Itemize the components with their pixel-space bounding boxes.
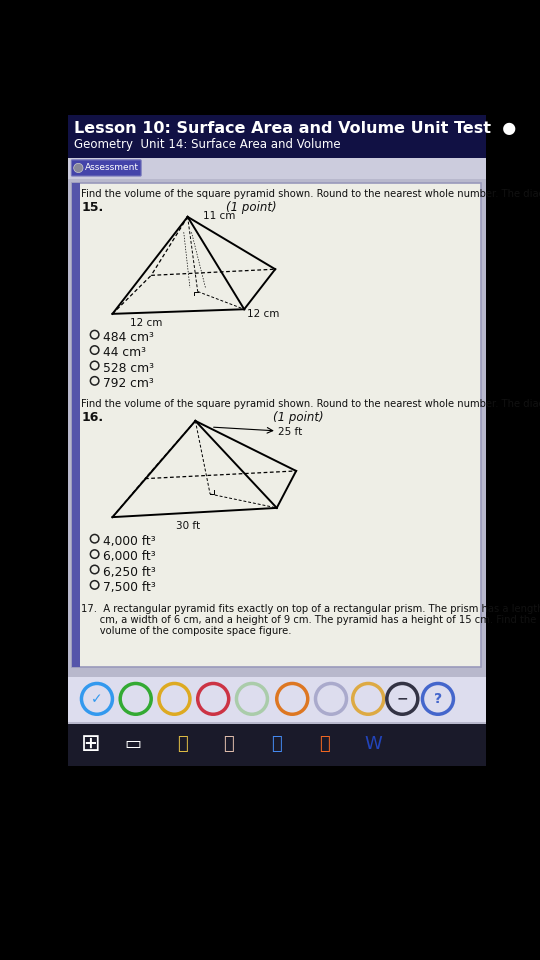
FancyBboxPatch shape (68, 766, 486, 854)
Text: 🌐: 🌐 (272, 735, 282, 754)
Text: 6,250 ft³: 6,250 ft³ (103, 565, 156, 579)
Text: ⊞: ⊞ (81, 732, 100, 756)
Text: 528 cm³: 528 cm³ (103, 362, 154, 374)
Text: Find the volume of the square pyramid shown. Round to the nearest whole number. : Find the volume of the square pyramid sh… (82, 189, 540, 199)
Text: 11 cm: 11 cm (203, 211, 235, 222)
Text: (1 point): (1 point) (226, 202, 277, 214)
Text: ▭: ▭ (125, 735, 142, 754)
Text: W: W (364, 735, 382, 754)
Text: 792 cm³: 792 cm³ (103, 377, 154, 390)
Text: 17.  A rectangular pyramid fits exactly on top of a rectangular prism. The prism: 17. A rectangular pyramid fits exactly o… (82, 604, 540, 614)
Text: 4,000 ft³: 4,000 ft³ (103, 535, 156, 548)
Text: 7,500 ft³: 7,500 ft³ (103, 581, 156, 594)
Text: 484 cm³: 484 cm³ (103, 331, 154, 344)
Text: Assessment: Assessment (85, 163, 139, 173)
Text: Find the volume of the square pyramid shown. Round to the nearest whole number. : Find the volume of the square pyramid sh… (82, 398, 540, 409)
Text: 12 cm: 12 cm (130, 318, 162, 327)
FancyBboxPatch shape (68, 115, 486, 157)
Text: 🦊: 🦊 (320, 735, 330, 754)
FancyBboxPatch shape (68, 157, 486, 180)
Text: 15.: 15. (82, 202, 104, 214)
Text: −: − (396, 692, 408, 706)
Text: volume of the composite space figure.: volume of the composite space figure. (82, 626, 292, 636)
Text: ?: ? (434, 692, 442, 706)
FancyBboxPatch shape (68, 115, 486, 724)
Text: 12 cm: 12 cm (247, 309, 280, 320)
Text: 6,000 ft³: 6,000 ft³ (103, 550, 156, 564)
Text: 🐚: 🐚 (224, 735, 234, 754)
Text: ✓: ✓ (91, 692, 103, 706)
Text: cm, a width of 6 cm, and a height of 9 cm. The pyramid has a height of 15 cm. Fi: cm, a width of 6 cm, and a height of 9 c… (82, 615, 537, 625)
Text: Geometry  Unit 14: Surface Area and Volume: Geometry Unit 14: Surface Area and Volum… (73, 138, 340, 152)
Text: Lesson 10: Surface Area and Volume Unit Test  ●: Lesson 10: Surface Area and Volume Unit … (73, 121, 516, 136)
FancyBboxPatch shape (68, 678, 486, 722)
FancyBboxPatch shape (71, 160, 141, 176)
FancyBboxPatch shape (72, 183, 80, 666)
FancyBboxPatch shape (72, 183, 481, 666)
Text: 44 cm³: 44 cm³ (103, 347, 146, 359)
Text: 16.: 16. (82, 411, 104, 424)
Text: 30 ft: 30 ft (176, 521, 200, 531)
Circle shape (73, 163, 83, 173)
Text: 📁: 📁 (177, 735, 187, 754)
Text: 25 ft: 25 ft (278, 427, 302, 437)
FancyBboxPatch shape (68, 724, 486, 766)
Text: (1 point): (1 point) (273, 411, 323, 424)
